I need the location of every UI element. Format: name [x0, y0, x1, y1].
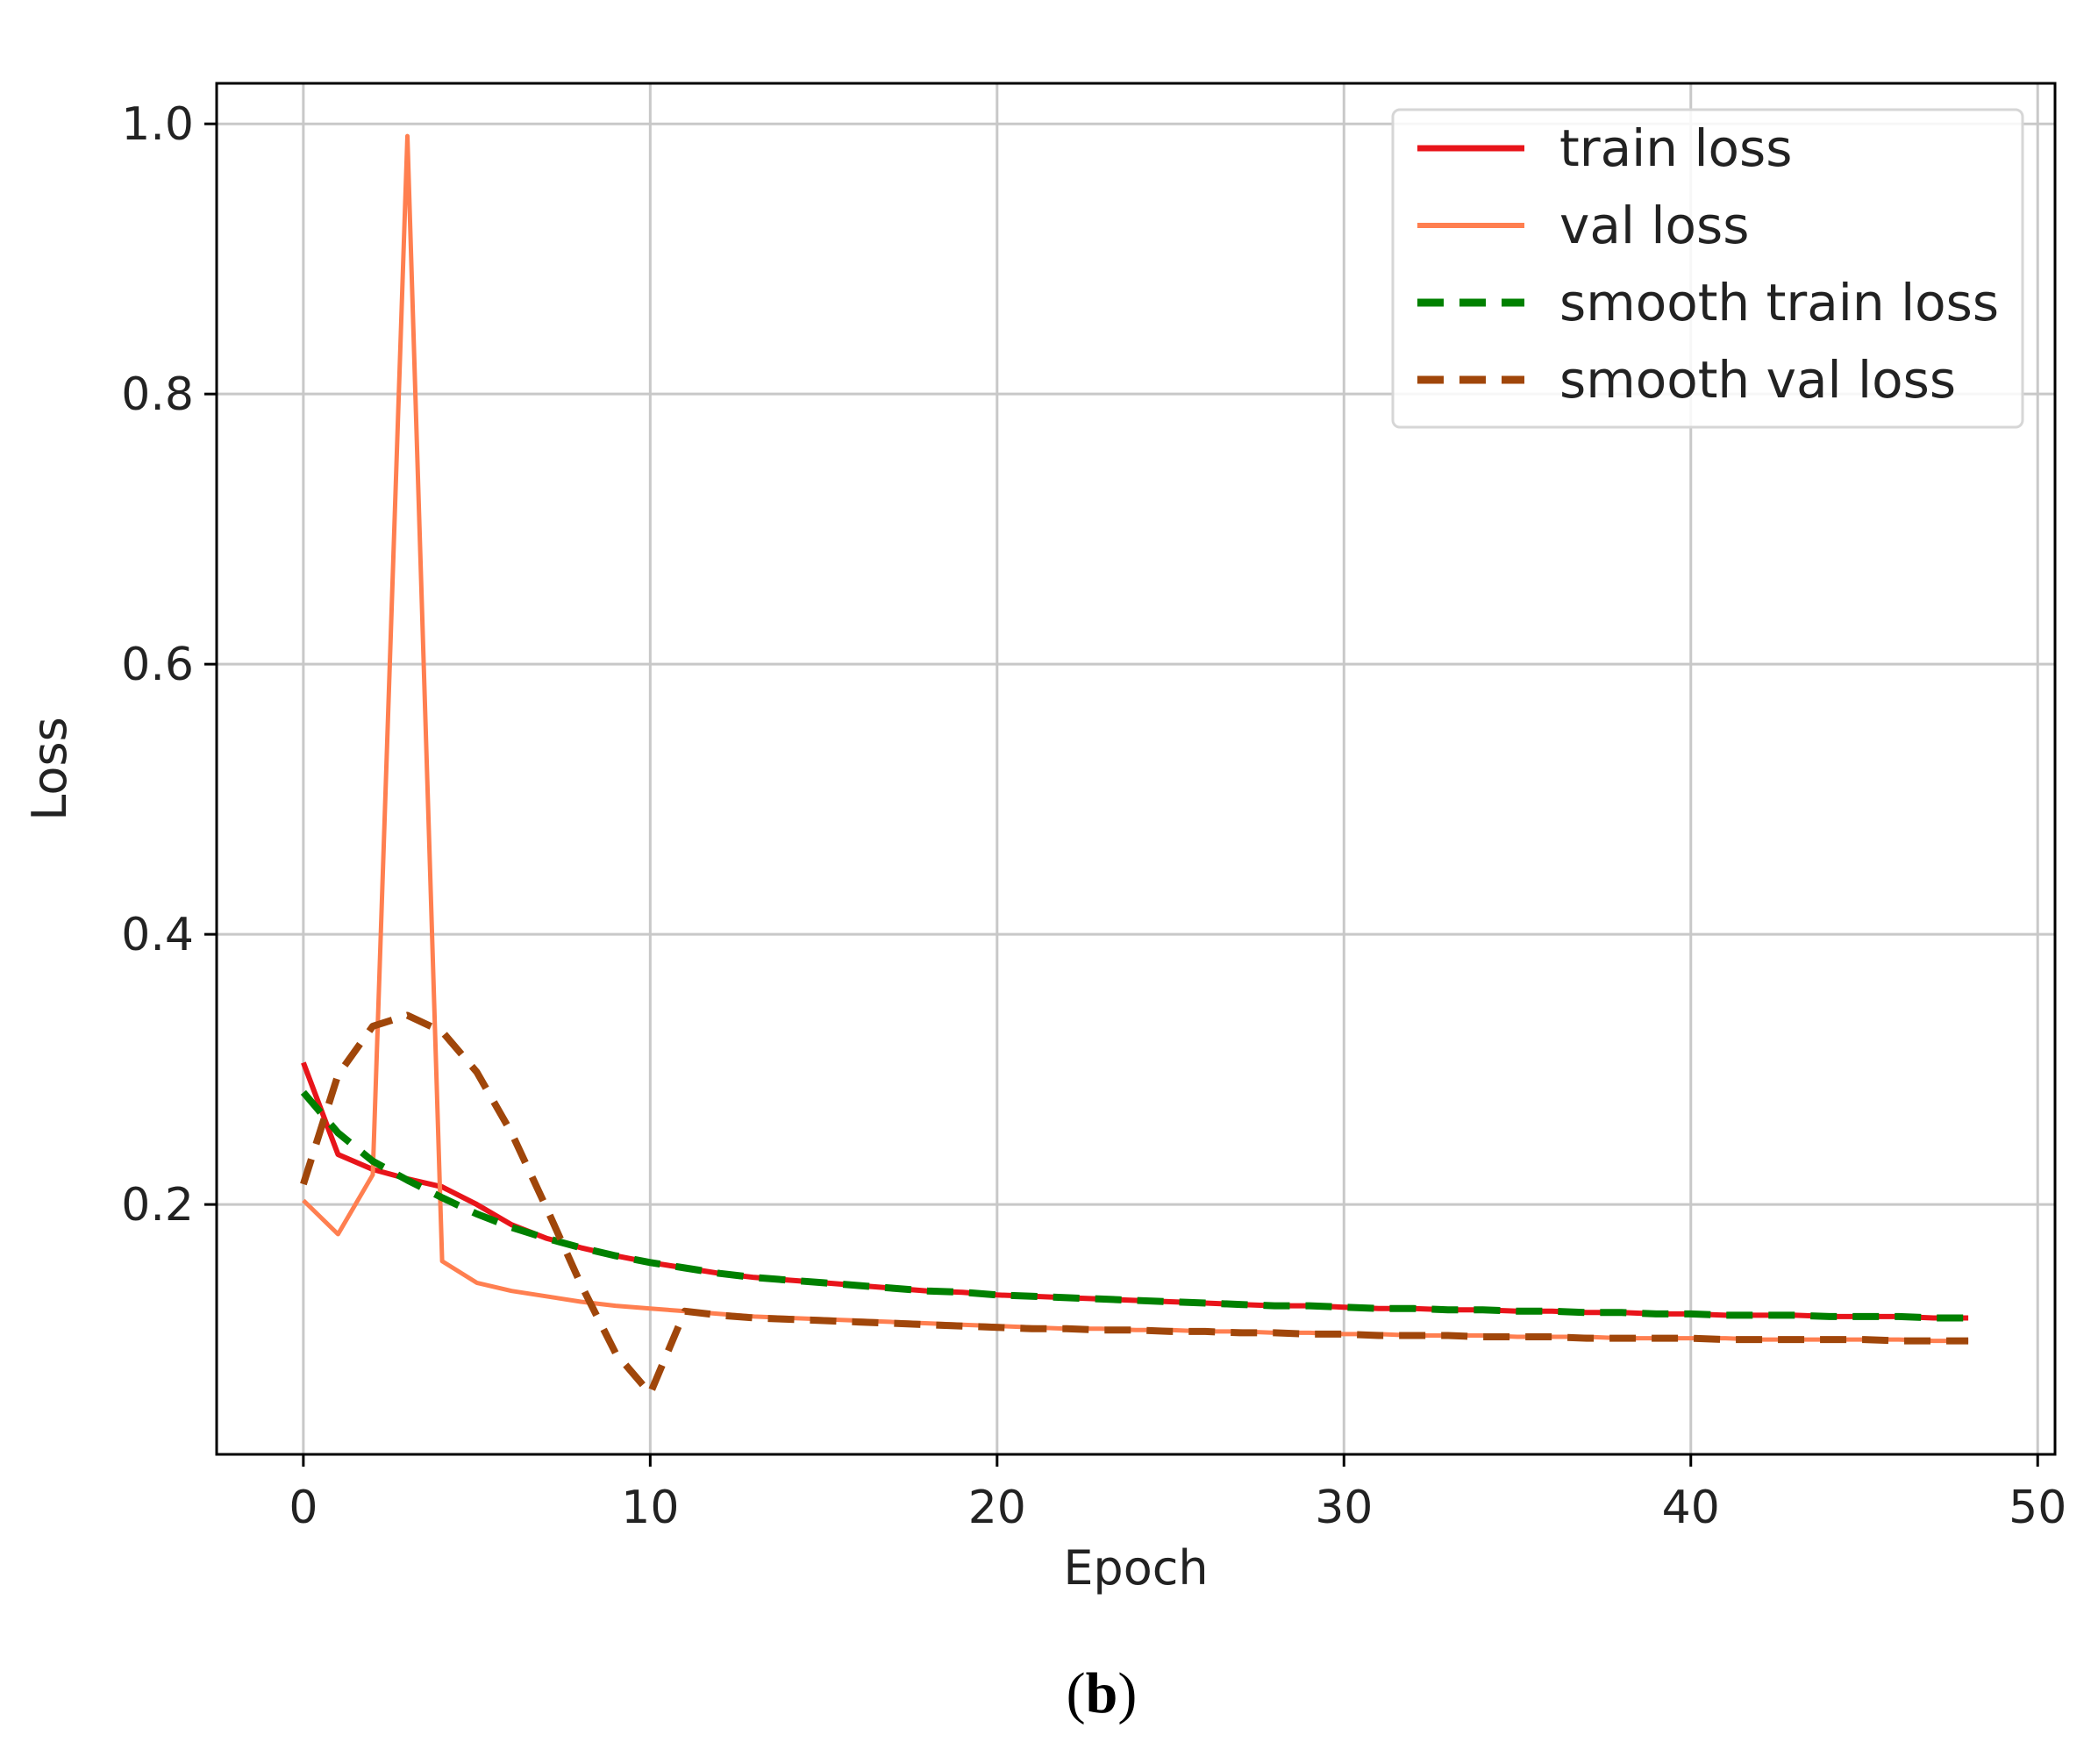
series-line-0: [301, 1061, 1969, 1321]
x-tick-label: 50: [2009, 1482, 2066, 1534]
y-tick-label: 0.6: [121, 639, 194, 691]
figure-caption: (b): [1067, 1661, 1138, 1725]
x-tick-label: 30: [1315, 1482, 1373, 1534]
x-tick-label: 20: [968, 1482, 1026, 1534]
y-tick-label: 0.4: [121, 909, 194, 961]
legend-label-3: smooth val loss: [1559, 350, 1956, 410]
legend-box: [1391, 108, 2024, 429]
legend-label-1: val loss: [1559, 196, 1749, 255]
caption-open-paren: (: [1067, 1661, 1086, 1725]
plot-frame: [215, 82, 2057, 1456]
legend-items: train loss val loss smooth train loss smoot…: [1417, 118, 1999, 410]
y-tick-label: 0.8: [121, 368, 194, 421]
caption-letter: b: [1086, 1661, 1118, 1725]
x-tick-label: 10: [621, 1482, 679, 1534]
axis-ticks: 0 10 20 30 40 50 0.2 0.4 0.6 0.8 1.0: [121, 98, 2066, 1534]
series-lines: [300, 133, 1969, 1397]
x-tick-label: 0: [289, 1482, 318, 1534]
series-line-1: [302, 133, 1969, 1344]
y-tick-label: 0.2: [121, 1179, 194, 1232]
legend-label-0: train loss: [1559, 118, 1792, 178]
x-tick-label: 40: [1662, 1482, 1720, 1534]
y-tick-label: 1.0: [121, 98, 194, 151]
series-line-2: [300, 1089, 1969, 1322]
legend-label-2: smooth train loss: [1559, 273, 1999, 332]
caption-close-paren: ): [1117, 1661, 1137, 1725]
y-axis-title: Loss: [22, 717, 77, 820]
x-axis-title: Epoch: [1063, 1540, 1208, 1596]
legend: train loss val loss smooth train loss smoot…: [1391, 108, 2024, 429]
